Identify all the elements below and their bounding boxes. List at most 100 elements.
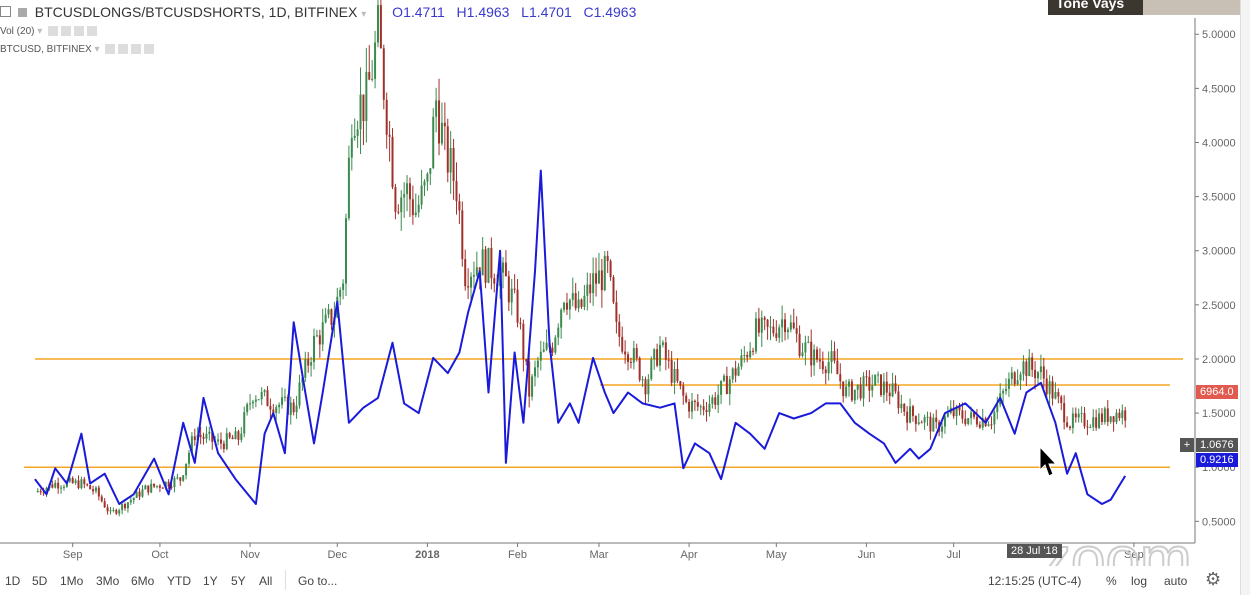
range-ytd[interactable]: YTD <box>167 574 191 588</box>
candle <box>720 380 723 395</box>
x-tick-label: 2018 <box>415 549 439 561</box>
candle <box>891 383 894 397</box>
range-all[interactable]: All <box>259 574 273 588</box>
candle <box>563 302 566 310</box>
candle <box>882 381 885 396</box>
range-5y[interactable]: 5Y <box>231 574 246 588</box>
candle <box>1019 374 1022 381</box>
candle <box>679 381 682 386</box>
range-6mo[interactable]: 6Mo <box>131 574 155 588</box>
price-chart[interactable]: 5.0000 4.5000 4.0000 3.5000 3.0000 2.5000 2.00… <box>0 0 1250 566</box>
study-btcusd[interactable]: BTCUSD, BITFINEX ▾ <box>0 44 155 55</box>
candle <box>650 359 653 380</box>
candle <box>970 412 973 419</box>
candle <box>865 376 868 378</box>
symbol-dropdown-icon[interactable]: ▾ <box>361 9 367 20</box>
candle <box>330 309 333 325</box>
candle <box>1106 408 1109 422</box>
candle <box>507 276 510 303</box>
candle <box>592 273 595 294</box>
candle <box>1089 427 1092 429</box>
candle <box>568 299 571 310</box>
range-1d[interactable]: 1D <box>5 574 21 588</box>
candle <box>388 134 391 137</box>
symbol-title[interactable]: BTCUSDLONGS/BTCUSDSHORTS, 1D, BITFINEX <box>34 4 358 20</box>
high-value: 1.4963 <box>466 4 510 20</box>
log-toggle[interactable]: log <box>1131 574 1148 588</box>
candle <box>141 489 144 497</box>
candle <box>833 351 836 361</box>
auto-toggle[interactable]: auto <box>1164 574 1188 588</box>
y-tick-label: 1.5000 <box>1202 408 1236 420</box>
legend-menu-icon[interactable] <box>0 6 11 17</box>
candle <box>560 309 563 328</box>
candle <box>836 360 839 375</box>
gear-icon[interactable] <box>61 26 72 37</box>
candle <box>243 412 246 434</box>
candle <box>420 185 423 205</box>
candle <box>1016 380 1019 385</box>
range-1mo[interactable]: 1Mo <box>60 574 84 588</box>
range-5d[interactable]: 5D <box>32 574 48 588</box>
candle <box>798 333 801 356</box>
gear-icon[interactable]: ⚙ <box>1205 569 1222 589</box>
eye-icon[interactable] <box>105 44 116 55</box>
candle <box>757 318 760 333</box>
candle <box>452 148 455 181</box>
candle <box>580 299 583 307</box>
candle <box>304 359 307 378</box>
range-1y[interactable]: 1Y <box>203 574 218 588</box>
candle <box>705 409 708 413</box>
candle <box>734 368 737 376</box>
range-3mo[interactable]: 3Mo <box>96 574 120 588</box>
candle <box>641 379 644 381</box>
crosshair-date-tag: 28 Jul '18 <box>1007 544 1062 558</box>
candle <box>807 341 810 343</box>
candle <box>1010 372 1013 379</box>
close-icon[interactable] <box>87 26 98 37</box>
candle <box>676 368 679 382</box>
candle <box>528 361 531 397</box>
right-toolbar[interactable] <box>1240 0 1250 595</box>
candle <box>830 351 833 363</box>
candle <box>842 381 845 397</box>
crosshair-add-button[interactable]: + <box>1180 438 1194 452</box>
candle <box>740 355 743 367</box>
candle <box>179 477 182 481</box>
candle <box>228 433 231 438</box>
candle <box>595 273 598 284</box>
plus-icon[interactable] <box>131 44 142 55</box>
candle <box>272 409 275 414</box>
candle <box>656 349 659 366</box>
candle <box>848 381 851 387</box>
candle <box>80 479 83 489</box>
goto-button[interactable]: Go to... <box>298 574 338 588</box>
gear-icon[interactable] <box>118 44 129 55</box>
candle <box>603 255 606 291</box>
candle <box>342 283 345 290</box>
candle <box>894 383 897 392</box>
study-volume[interactable]: Vol (20) ▾ <box>0 26 98 37</box>
candle <box>435 100 438 117</box>
candle <box>1057 392 1060 397</box>
candle <box>376 5 379 43</box>
candle <box>193 436 196 441</box>
candle <box>403 194 406 198</box>
close-icon[interactable] <box>144 44 155 55</box>
candle <box>827 362 830 374</box>
candle <box>71 478 74 483</box>
percent-toggle[interactable]: % <box>1106 574 1117 588</box>
candle <box>664 342 667 360</box>
candle <box>77 480 80 489</box>
candle <box>513 288 516 290</box>
eye-icon[interactable] <box>48 26 59 37</box>
candle <box>926 416 929 418</box>
plus-icon[interactable] <box>74 26 85 37</box>
candle <box>958 406 961 411</box>
x-tick-label: Feb <box>508 549 527 561</box>
candle <box>600 270 603 291</box>
candle <box>525 359 528 362</box>
x-tick-label: Mar <box>589 549 608 561</box>
candle <box>484 249 487 283</box>
candle <box>423 181 426 186</box>
